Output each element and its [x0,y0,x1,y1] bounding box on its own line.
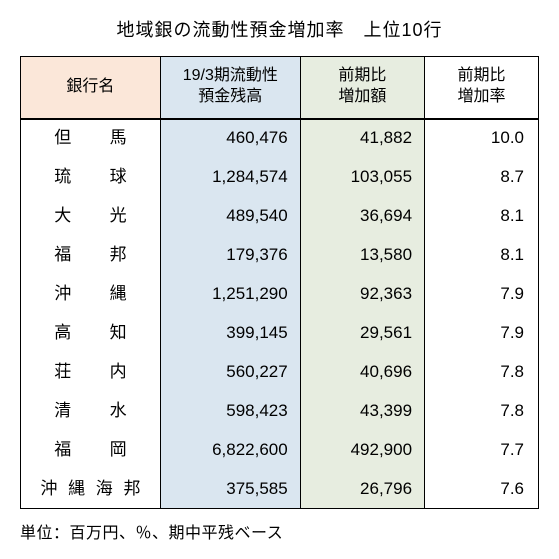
bank-name-cell: 但馬 [21,119,161,158]
rate-cell: 7.8 [425,392,539,431]
deposit-growth-table: 銀行名 19/3期流動性預金残高 前期比増加額 前期比増加率 但馬460,476… [20,56,539,509]
table-row: 沖縄海邦375,58526,7967.6 [21,470,539,509]
col-header-bank: 銀行名 [21,57,161,119]
rate-cell: 7.9 [425,314,539,353]
table-row: 琉球1,284,574103,0558.7 [21,158,539,197]
balance-cell: 6,822,600 [160,431,300,470]
footnote: 単位：百万円、％、期中平残ベース [20,519,539,543]
balance-cell: 375,585 [160,470,300,509]
balance-cell: 560,227 [160,353,300,392]
balance-cell: 1,284,574 [160,158,300,197]
increase-cell: 29,561 [300,314,424,353]
bank-name-cell: 高知 [21,314,161,353]
bank-name-cell: 琉球 [21,158,161,197]
balance-cell: 179,376 [160,236,300,275]
bank-name-cell: 沖縄 [21,275,161,314]
rate-cell: 10.0 [425,119,539,158]
increase-cell: 26,796 [300,470,424,509]
col-header-increase: 前期比増加額 [300,57,424,119]
table-row: 福岡6,822,600492,9007.7 [21,431,539,470]
bank-name-cell: 福岡 [21,431,161,470]
increase-cell: 13,580 [300,236,424,275]
balance-cell: 598,423 [160,392,300,431]
increase-cell: 43,399 [300,392,424,431]
increase-cell: 492,900 [300,431,424,470]
table-row: 大光489,54036,6948.1 [21,197,539,236]
bank-name-cell: 大光 [21,197,161,236]
increase-cell: 103,055 [300,158,424,197]
increase-cell: 40,696 [300,353,424,392]
bank-name-cell: 荘内 [21,353,161,392]
balance-cell: 489,540 [160,197,300,236]
balance-cell: 1,251,290 [160,275,300,314]
increase-cell: 41,882 [300,119,424,158]
table-row: 福邦179,37613,5808.1 [21,236,539,275]
table-row: 高知399,14529,5617.9 [21,314,539,353]
header-row: 銀行名 19/3期流動性預金残高 前期比増加額 前期比増加率 [21,57,539,119]
table-title: 地域銀の流動性預金増加率 上位10行 [20,16,539,42]
bank-name-cell: 清水 [21,392,161,431]
table-row: 沖縄1,251,29092,3637.9 [21,275,539,314]
table-row: 清水598,42343,3997.8 [21,392,539,431]
balance-cell: 399,145 [160,314,300,353]
increase-cell: 36,694 [300,197,424,236]
rate-cell: 7.6 [425,470,539,509]
rate-cell: 8.1 [425,236,539,275]
table-row: 荘内560,22740,6967.8 [21,353,539,392]
table-row: 但馬460,47641,88210.0 [21,119,539,158]
rate-cell: 8.1 [425,197,539,236]
rate-cell: 7.9 [425,275,539,314]
balance-cell: 460,476 [160,119,300,158]
rate-cell: 7.8 [425,353,539,392]
rate-cell: 8.7 [425,158,539,197]
rate-cell: 7.7 [425,431,539,470]
increase-cell: 92,363 [300,275,424,314]
col-header-balance: 19/3期流動性預金残高 [160,57,300,119]
bank-name-cell: 沖縄海邦 [21,470,161,509]
col-header-rate: 前期比増加率 [425,57,539,119]
bank-name-cell: 福邦 [21,236,161,275]
